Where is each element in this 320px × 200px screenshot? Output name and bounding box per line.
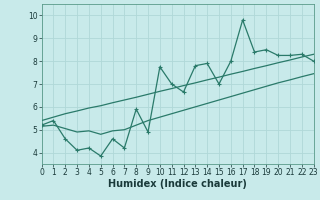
X-axis label: Humidex (Indice chaleur): Humidex (Indice chaleur)	[108, 179, 247, 189]
